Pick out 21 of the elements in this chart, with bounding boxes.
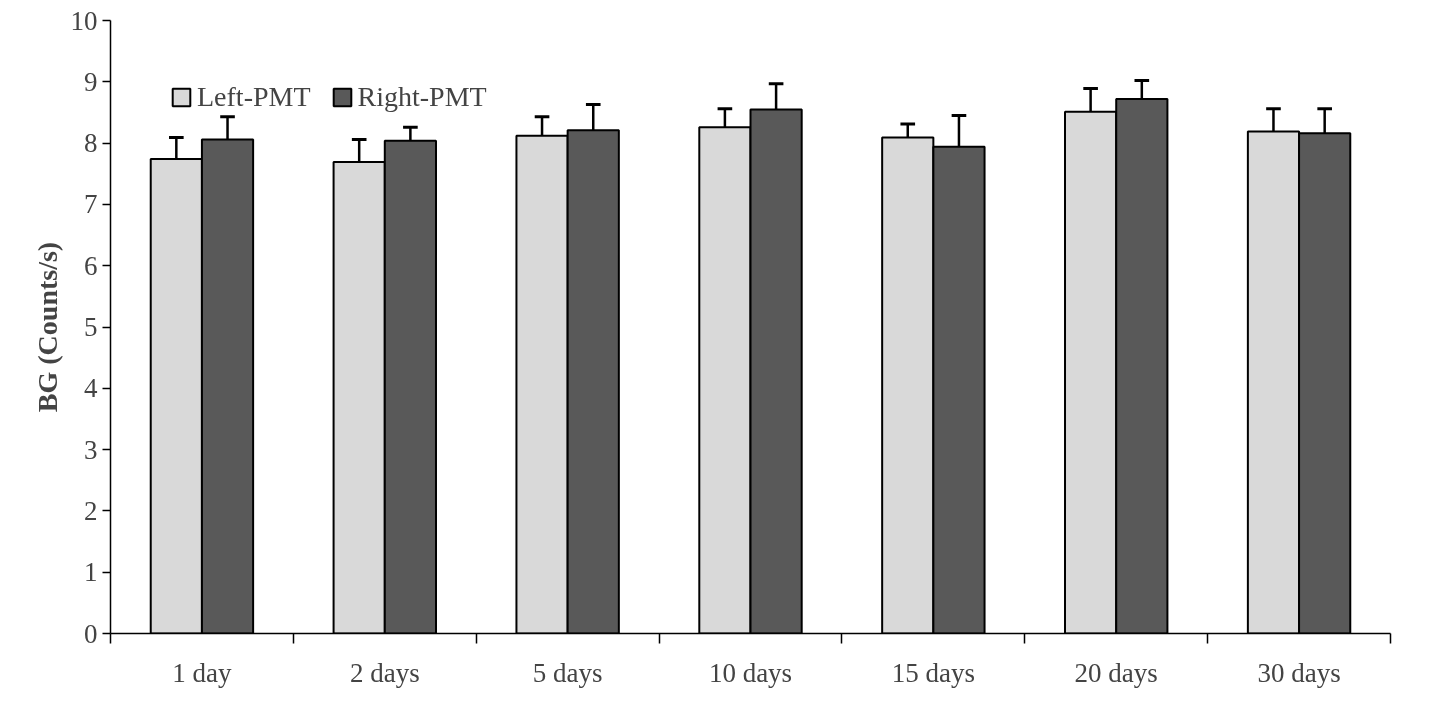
y-tick-label: 7: [84, 189, 98, 220]
x-tick-label: 2 days: [349, 657, 420, 688]
x-tick-label: 5 days: [532, 657, 603, 688]
x-tick-label: 10 days: [708, 657, 793, 688]
legend-label: Right-PMT: [357, 81, 487, 113]
legend-label: Left-PMT: [197, 81, 311, 113]
x-tick-label: 15 days: [891, 657, 975, 688]
y-tick-label: 10: [70, 5, 98, 36]
y-tick-label: 1: [84, 557, 98, 588]
y-tick-label: 3: [84, 434, 98, 465]
x-tick-label: 1 day: [172, 657, 233, 688]
y-tick-label: 8: [84, 128, 98, 159]
y-tick-label: 6: [84, 250, 98, 281]
y-tick-label: 9: [84, 66, 98, 97]
y-tick-label: 0: [84, 618, 98, 649]
y-tick-label: 4: [84, 373, 98, 404]
y-tick-label: 5: [84, 312, 98, 342]
x-tick-label: 30 days: [1257, 657, 1341, 688]
y-tick-label: 2: [84, 495, 98, 526]
x-tick-label: 20 days: [1074, 657, 1158, 688]
y-axis-title: BG (Counts/s): [31, 241, 63, 413]
